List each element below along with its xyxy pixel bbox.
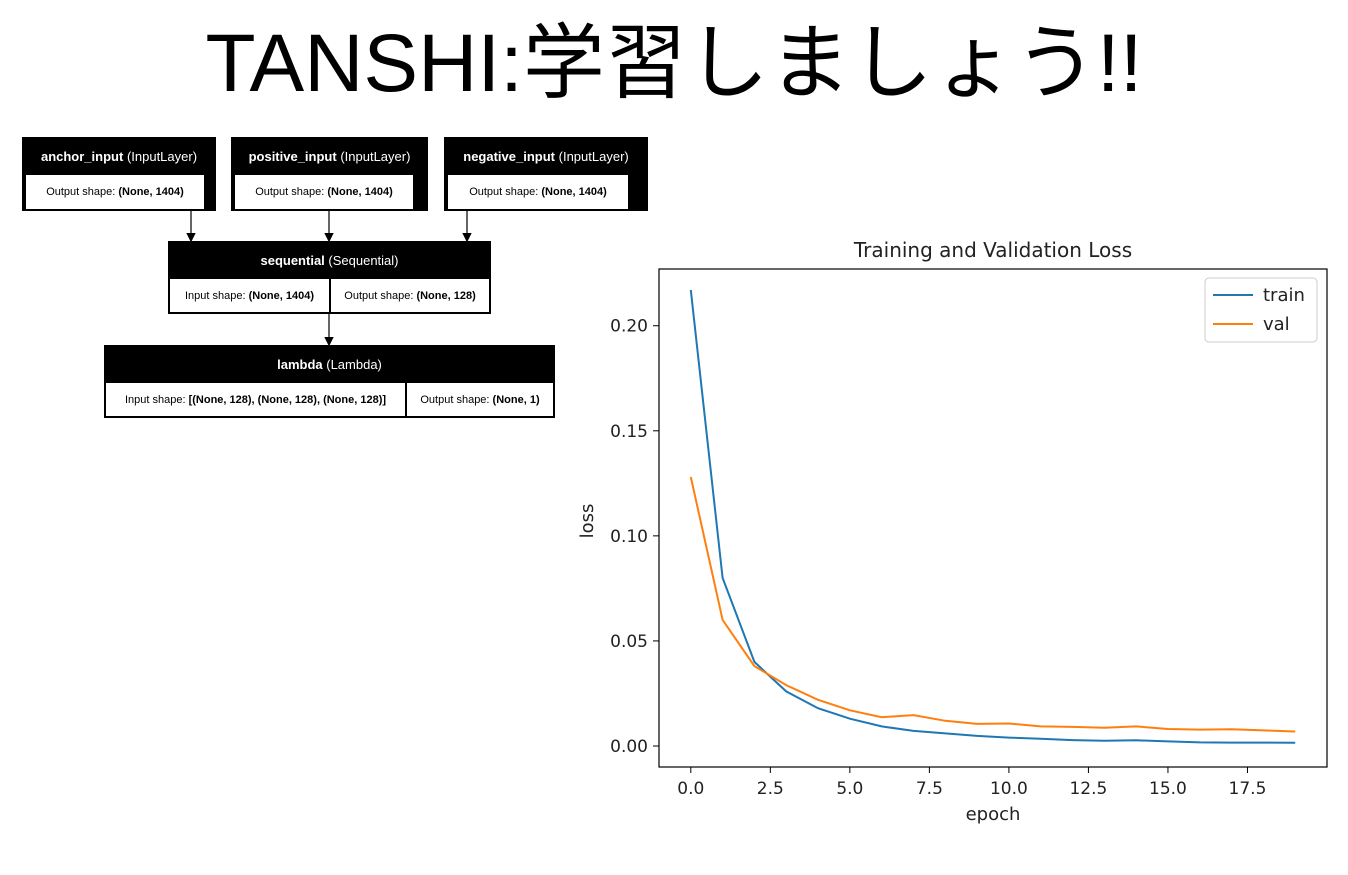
diagram-arrows (186, 210, 472, 347)
output-shape-value: (None, 128) (416, 289, 476, 302)
chart-title: Training and Validation Loss (853, 238, 1132, 262)
loss-chart: Training and Validation Loss epoch loss … (577, 238, 1328, 825)
x-tick-label: 17.5 (1229, 779, 1267, 799)
output-shape-cell: Output shape: (None, 1) (407, 383, 553, 416)
output-shape-value: (None, 1404) (541, 186, 607, 198)
x-tick-label: 10.0 (990, 779, 1028, 799)
legend-label-train: train (1263, 285, 1305, 306)
page-title: TANSHI:学習しましょう!! (205, 18, 1143, 109)
input-shape-value: (None, 1404) (248, 289, 315, 302)
y-tick-label: 0.00 (610, 737, 648, 757)
output-shape-label: Output shape: (255, 186, 325, 198)
y-tick-label: 0.10 (610, 527, 648, 547)
input-shape-value: [(None, 128), (None, 128), (None, 128)] (188, 393, 387, 406)
node-header: negative_input (InputLayer) (446, 139, 646, 175)
output-shape-value: (None, 1) (492, 393, 540, 406)
node-name: lambda (277, 357, 323, 372)
node-header: lambda (Lambda) (106, 347, 553, 383)
node-negative-input: negative_input (InputLayer) Output shape… (444, 137, 648, 211)
x-axis-label: epoch (966, 804, 1021, 825)
node-header: sequential (Sequential) (170, 243, 489, 279)
node-header: positive_input (InputLayer) (233, 139, 426, 175)
output-shape-cell: Output shape: (None, 128) (331, 279, 489, 312)
input-shape-cell: Input shape: (None, 1404) (170, 279, 329, 312)
output-shape-label: Output shape: (46, 186, 116, 198)
node-name: positive_input (248, 149, 337, 164)
x-tick-label: 15.0 (1149, 779, 1187, 799)
node-positive-input: positive_input (InputLayer) Output shape… (231, 137, 428, 211)
x-tick-label: 12.5 (1069, 779, 1107, 799)
node-name: sequential (260, 253, 325, 268)
legend-label-val: val (1263, 314, 1290, 335)
output-shape-cell: Output shape: (None, 1404) (448, 175, 628, 209)
y-tick-label: 0.15 (610, 422, 648, 442)
series-line-train (689, 289, 1296, 744)
output-shape-value: (None, 1404) (327, 186, 393, 198)
node-type: (Sequential) (328, 253, 399, 268)
output-shape-cell: Output shape: (None, 1404) (26, 175, 204, 209)
y-tick-label: 0.20 (610, 317, 648, 337)
node-name: negative_input (463, 149, 556, 164)
series-line-val (689, 476, 1296, 733)
input-shape-cell: Input shape: [(None, 128), (None, 128), … (106, 383, 405, 416)
plot-frame (658, 268, 1328, 768)
node-type: (InputLayer) (340, 149, 411, 164)
x-tick-label: 7.5 (916, 779, 943, 799)
x-tick-label: 2.5 (757, 779, 784, 799)
y-tick-label: 0.05 (610, 632, 648, 652)
input-shape-label: Input shape: (124, 393, 186, 406)
y-axis-label: loss (577, 504, 598, 539)
output-shape-label: Output shape: (469, 186, 539, 198)
input-shape-label: Input shape: (184, 289, 246, 302)
node-name: anchor_input (40, 149, 124, 164)
output-shape-cell: Output shape: (None, 1404) (235, 175, 413, 209)
node-anchor-input: anchor_input (InputLayer) Output shape: … (22, 137, 216, 211)
output-shape-value: (None, 1404) (118, 186, 184, 198)
x-tick-label: 0.0 (677, 779, 704, 799)
x-tick-label: 5.0 (836, 779, 863, 799)
node-sequential: sequential (Sequential) Input shape: (No… (168, 241, 491, 314)
node-type: (InputLayer) (558, 149, 629, 164)
output-shape-label: Output shape: (420, 393, 490, 406)
node-header: anchor_input (InputLayer) (24, 139, 214, 175)
node-lambda: lambda (Lambda) Input shape: [(None, 128… (104, 345, 555, 418)
node-type: (Lambda) (326, 357, 382, 372)
node-type: (InputLayer) (126, 149, 198, 164)
output-shape-label: Output shape: (344, 289, 414, 302)
